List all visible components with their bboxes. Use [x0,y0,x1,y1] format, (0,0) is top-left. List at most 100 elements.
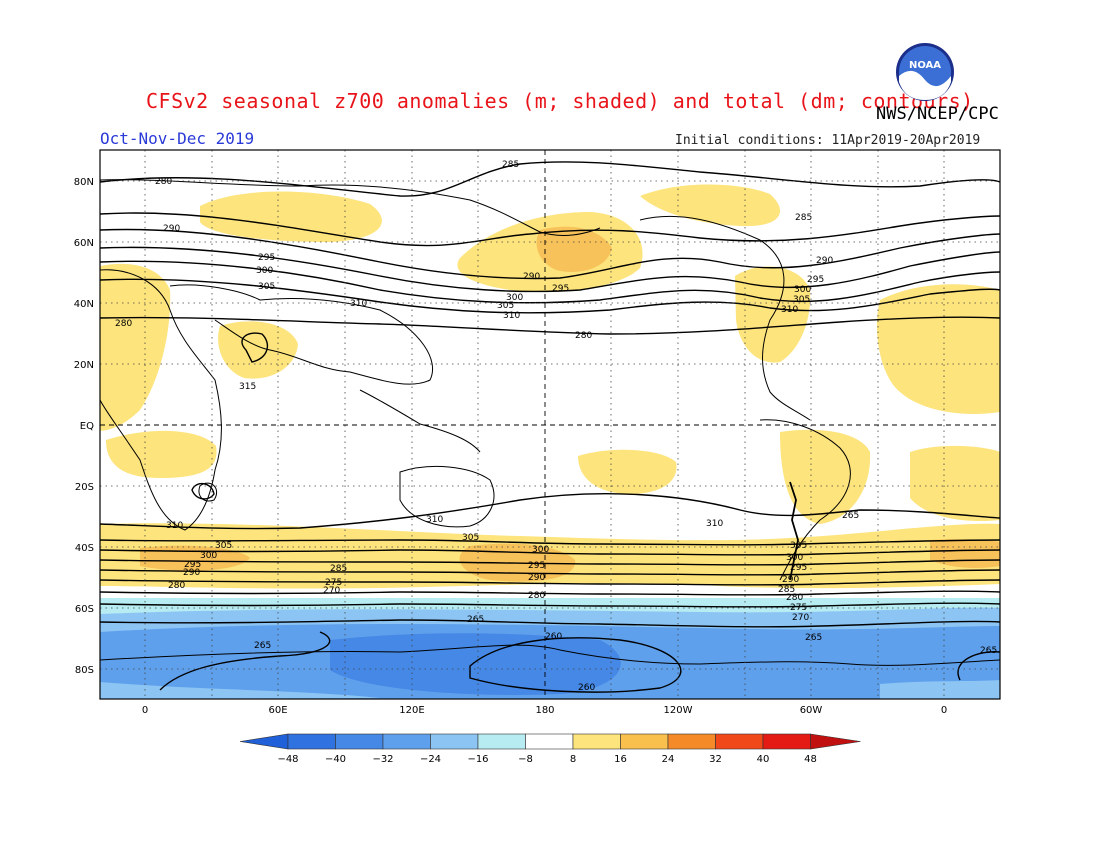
lat-label: 40N [74,299,94,310]
anomaly-core-deep-blue [330,633,621,695]
colorbar-tick-label: −32 [372,754,393,765]
contour-label: 295 [184,560,201,570]
coast-eurasia-north [100,179,601,236]
contour-label: 305 [215,541,232,551]
map-title: CFSv2 seasonal z700 anomalies (m; shaded… [146,89,974,113]
coast-eurasia-south [169,284,434,385]
lat-label: 20N [74,360,94,371]
colorbar-swatch [287,733,336,750]
longitude-axis: 0 60E 120E 180 120W 60W 0 [142,705,947,716]
lat-label: 80S [75,665,94,676]
contour-label: 295 [790,563,807,573]
contour-label: 265 [842,511,859,521]
lat-label: EQ [80,421,94,432]
anomaly-shading: 280 290 295 300 305 310 280 285 290 295 … [100,150,1000,699]
colorbar-tick-label: −48 [277,754,298,765]
lat-label: 60S [75,604,94,615]
lon-label: 60W [800,705,823,716]
contour-label: 305 [790,541,807,551]
colorbar-arrow-right [810,733,861,750]
coast-south-america [759,419,851,581]
contour-label: 290 [528,573,545,583]
contour-label: 280 [115,319,132,329]
colorbar-tick-label: 40 [757,754,770,765]
contour-label: 285 [502,160,519,170]
contour-label: 280 [528,591,545,601]
contour-label: 265 [467,615,484,625]
contour-label: 285 [778,585,795,595]
contour-label: 310 [706,519,723,529]
contour-label: 260 [578,683,595,693]
contour-label: 275 [325,578,342,588]
contour-label: 290 [816,256,833,266]
contour-label: 280 [786,593,803,603]
lon-label: 60E [268,705,287,716]
contour-label: 300 [786,553,803,563]
contour-label: 295 [552,284,569,294]
contour-label: 300 [532,545,549,555]
contour-label: 285 [795,213,812,223]
contour-label: 280 [168,581,185,591]
contour-label: 305 [497,301,514,311]
season-label: Oct-Nov-Dec 2019 [100,129,255,148]
colorbar-swatch [382,733,431,750]
contour-label: 290 [523,272,540,282]
lon-label: 0 [142,705,148,716]
anomaly-patch-south-atlantic [910,445,1000,522]
graticule [100,150,1000,699]
coast-north-america [639,215,811,421]
contour-label: 290 [183,568,200,578]
contour-label: 300 [506,293,523,303]
contour-label: 265 [254,641,271,651]
contour-label: 280 [155,177,172,187]
lon-label: 180 [535,705,554,716]
colorbar-tick-label: −24 [420,754,441,765]
height-contours [100,161,1000,693]
lon-label: 120E [399,705,424,716]
anomaly-core-orange-bering [536,226,612,272]
colorbar-tick-label: −40 [325,754,346,765]
lon-label: 0 [941,705,947,716]
initial-conditions-label: Initial conditions: 11Apr2019-20Apr2019 [675,133,981,148]
colorbar-swatch [715,733,764,750]
contour-label: 265 [805,633,822,643]
colorbar-tick-label: −16 [467,754,488,765]
contour-label: 305 [258,282,275,292]
colorbar-swatch [620,733,669,750]
contour-label: 280 [575,331,592,341]
contour-260-sh [469,637,682,693]
contour-label: 295 [807,275,824,285]
colorbar: −48 −40 −32 −24 −16 −8 8 16 24 32 40 48 [239,733,861,765]
noaa-logo-icon: NOAA [896,43,954,101]
coast-maritime-continent [359,389,481,453]
contour-labels-sh: 310 305 300 295 290 285 280 275 270 265 … [166,511,997,693]
equator-dateline [100,150,1000,699]
anomaly-patch-south-africa [106,430,217,478]
contour-label: 290 [163,224,180,234]
anomaly-patch-south-pacific [578,449,677,494]
colorbar-tick-label: −8 [518,754,533,765]
colorbar-swatch [762,733,811,750]
lat-label: 40S [75,543,94,554]
colorbar-tick-label: 16 [614,754,627,765]
contour-label: 310 [166,521,183,531]
lat-label: 80N [74,177,94,188]
plot-frame [99,149,1001,700]
colorbar-tick-label: 32 [709,754,722,765]
contour-label: 265 [980,646,997,656]
coast-africa [100,269,222,531]
svg-text:NOAA: NOAA [909,60,941,71]
colorbar-swatch [477,733,526,750]
contour-label: 300 [200,551,217,561]
contour-label: 305 [793,295,810,305]
agency-label: NWS/NCEP/CPC [876,104,999,124]
lon-label: 120W [664,705,693,716]
contour-label: 300 [794,285,811,295]
coastlines [100,179,1000,666]
contour-label: 290 [782,575,799,585]
coast-australia [399,465,495,528]
contour-label: 260 [545,632,562,642]
colorbar-swatch [525,733,574,750]
latitude-axis: 80N 60N 40N 20N EQ 20S 40S 60S 80S [74,177,94,676]
